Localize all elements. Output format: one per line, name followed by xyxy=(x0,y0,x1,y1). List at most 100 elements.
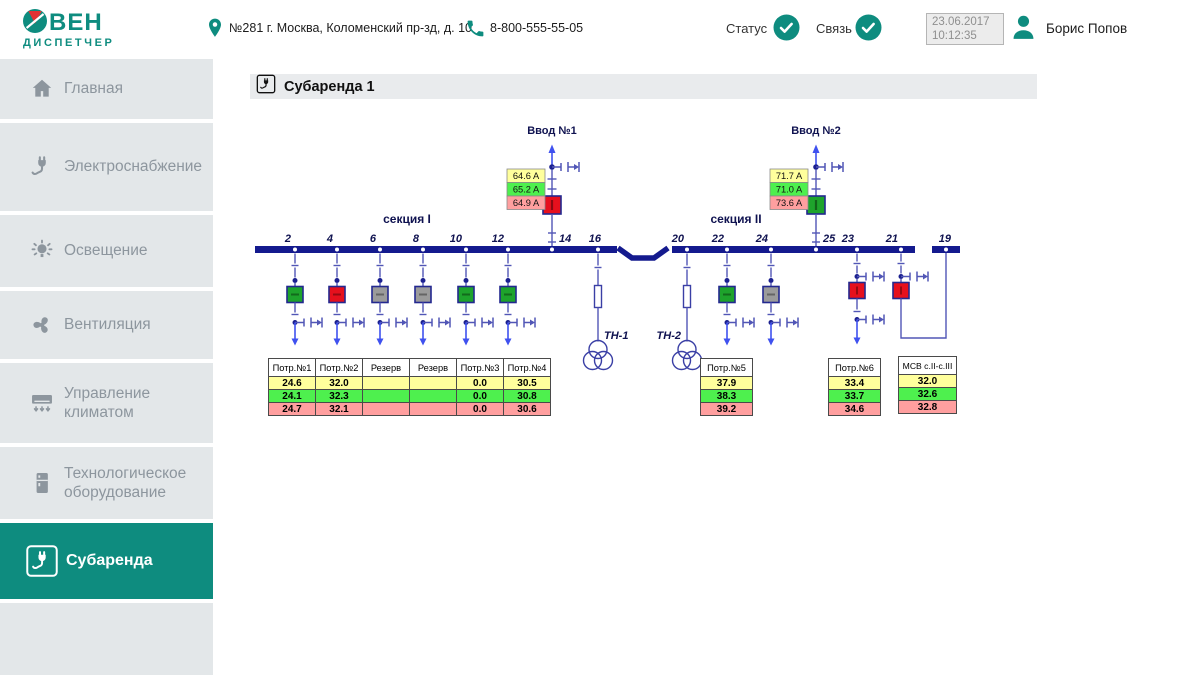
climate-icon xyxy=(29,390,55,416)
table-cell: 30.6 xyxy=(504,403,551,416)
user-avatar-icon[interactable] xyxy=(1008,12,1039,48)
section-1-label: секция I xyxy=(383,212,431,226)
table-cell: Резерв xyxy=(363,359,410,377)
table-cell: 32.0 xyxy=(899,375,957,388)
table-cell xyxy=(410,390,457,403)
sidebar-item-label: Электроснабжение xyxy=(64,158,203,176)
sidebar-item-home[interactable]: Главная xyxy=(0,59,213,119)
sidebar-item-label: Освещение xyxy=(64,242,148,260)
table-cell: 38.3 xyxy=(701,390,753,403)
table-cell: 0.0 xyxy=(457,377,504,390)
feeder-24[interactable] xyxy=(763,248,798,346)
sidebar-nav: Главная Электроснабжение Освещение xyxy=(0,59,213,675)
consumer-5-table: Потр.№5 37.9 38.3 39.2 xyxy=(700,358,753,416)
feeder-10[interactable] xyxy=(458,248,493,346)
sidebar-item-ventilation[interactable]: Вентиляция xyxy=(0,291,213,359)
bus-label-6: 6 xyxy=(370,233,377,245)
voltage-transformer-1 xyxy=(582,246,614,371)
table-cell: Потр.№1 xyxy=(269,359,316,377)
transformer-1-label: ТН-1 xyxy=(604,330,628,342)
sidebar-empty-block xyxy=(0,603,213,675)
consumers-table-section-1: Потр.№1 Потр.№2 Резерв Резерв Потр.№3 Потр.№4… xyxy=(268,358,551,416)
bus-section-2 xyxy=(672,246,915,253)
plug-icon xyxy=(29,154,55,180)
sidebar-item-label: Субаренда xyxy=(66,552,153,569)
table-cell: 24.1 xyxy=(269,390,316,403)
feeder-23[interactable] xyxy=(849,248,884,299)
sidebar-item-sublease[interactable]: Субаренда xyxy=(0,523,213,599)
bus-label-2: 2 xyxy=(284,233,291,245)
sublease-plug-icon xyxy=(25,544,59,578)
table-cell: Потр.№2 xyxy=(316,359,363,377)
table-cell: 32.0 xyxy=(316,377,363,390)
bus-label-22: 22 xyxy=(711,233,724,245)
feeder-8[interactable] xyxy=(415,248,450,346)
bus-label-24: 24 xyxy=(755,233,768,245)
feeder-21[interactable] xyxy=(893,248,928,299)
table-cell: 30.8 xyxy=(504,390,551,403)
bus-tie-switch[interactable] xyxy=(616,245,670,261)
sidebar-item-power[interactable]: Электроснабжение xyxy=(0,123,213,211)
table-cell: 24.7 xyxy=(269,403,316,416)
user-name[interactable]: Борис Попов xyxy=(1046,21,1128,36)
bus-label-19: 19 xyxy=(939,233,952,245)
transformer-2-label: ТН-2 xyxy=(657,330,681,342)
sidebar-item-label: Управление климатом xyxy=(64,384,151,421)
table-cell xyxy=(363,377,410,390)
link-label: Связь xyxy=(816,21,852,36)
feeder-12[interactable] xyxy=(500,248,535,346)
fan-icon xyxy=(29,312,55,338)
feeder-6[interactable] xyxy=(372,248,407,346)
table-cell: Потр.№5 xyxy=(701,359,753,377)
sidebar-item-equipment[interactable]: Технологическое оборудование xyxy=(0,447,213,519)
location-pin-icon xyxy=(205,15,225,46)
table-cell: Потр.№4 xyxy=(504,359,551,377)
table-cell: 0.0 xyxy=(457,403,504,416)
link-ok-icon xyxy=(855,14,882,46)
phone-icon xyxy=(465,18,486,44)
section-2-label: секция II xyxy=(710,212,761,226)
bus-label-14: 14 xyxy=(559,233,571,245)
table-cell: Резерв xyxy=(410,359,457,377)
table-cell: 33.4 xyxy=(829,377,881,390)
feeder-4[interactable] xyxy=(329,248,364,346)
table-cell: МСВ с.II-с.III xyxy=(899,357,957,375)
input-2-label: Ввод №2 xyxy=(791,125,841,137)
table-cell xyxy=(410,377,457,390)
voltage-transformer-2 xyxy=(671,246,703,371)
table-cell: 32.3 xyxy=(316,390,363,403)
phone-number: 8-800-555-55-05 xyxy=(490,21,584,35)
logo-product: ДИСПЕТЧЕР xyxy=(23,37,114,49)
table-cell xyxy=(363,403,410,416)
table-cell: Потр.№6 xyxy=(829,359,881,377)
mcb-table: МСВ с.II-с.III 32.0 32.6 32.8 xyxy=(898,356,957,414)
input-1-value-3: 64.9 A xyxy=(513,198,540,208)
sidebar-item-climate[interactable]: Управление климатом xyxy=(0,363,213,443)
input-2-value-3: 73.6 A xyxy=(776,198,803,208)
sidebar-item-lighting[interactable]: Освещение xyxy=(0,215,213,287)
input-2-value-1: 71.7 A xyxy=(776,171,803,181)
logo-wordmark: ВЕН xyxy=(49,9,103,36)
table-cell: 37.9 xyxy=(701,377,753,390)
table-cell: 33.7 xyxy=(829,390,881,403)
logo-o-mark xyxy=(23,9,47,33)
table-cell: Потр.№3 xyxy=(457,359,504,377)
status-label: Статус xyxy=(726,21,768,36)
bulb-icon xyxy=(29,238,55,264)
bus-label-21: 21 xyxy=(885,233,898,245)
feeder-2[interactable] xyxy=(287,248,322,346)
app-header: ВЕН ДИСПЕТЧЕР №281 г. Москва, Коломенски… xyxy=(0,0,1200,57)
single-line-diagram: ТН-1 ТН-2 Ввод №1 6 xyxy=(255,125,960,371)
bus-section-1 xyxy=(255,246,617,253)
table-cell: 34.6 xyxy=(829,403,881,416)
sidebar-item-label: Вентиляция xyxy=(64,316,151,334)
bus-label-10: 10 xyxy=(450,233,463,245)
page-title-bar: Субаренда 1 xyxy=(250,74,1037,99)
datetime-display: 23.06.2017 10:12:35 xyxy=(926,13,1004,45)
input-1-value-1: 64.6 A xyxy=(513,171,540,181)
bus-label-12: 12 xyxy=(492,233,504,245)
bus-label-8: 8 xyxy=(413,233,420,245)
app-logo[interactable]: ВЕН ДИСПЕТЧЕР xyxy=(22,6,154,55)
feeder-22[interactable] xyxy=(719,248,754,346)
